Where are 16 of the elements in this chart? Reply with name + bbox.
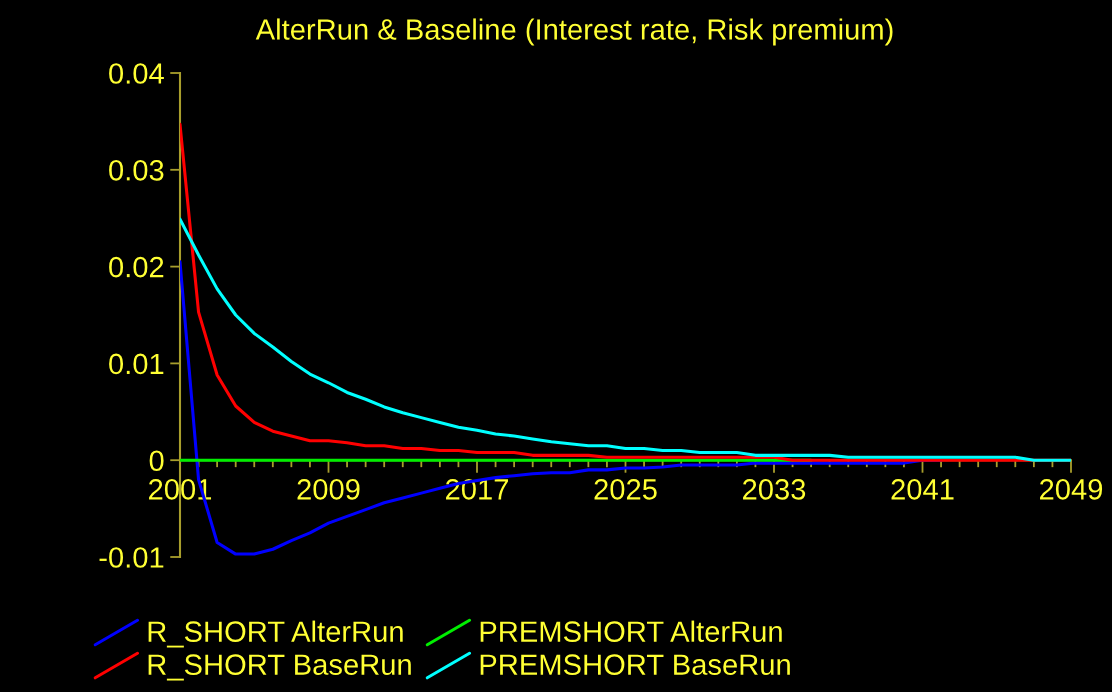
x-tick-label: 2041 xyxy=(891,479,954,500)
legend-label: PREMSHORT AlterRun xyxy=(480,620,782,642)
y-tick-label: 0.04 xyxy=(109,63,164,84)
x-tick-label: 2009 xyxy=(297,479,360,500)
legend-label: R_SHORT BaseRun xyxy=(148,654,411,681)
chart-title: AlterRun & Baseline (Interest rate, Risk premium) xyxy=(255,18,893,46)
x-tick-label: 2033 xyxy=(743,479,806,500)
x-tick-label: 2025 xyxy=(594,479,657,500)
y-tick-label: 0.01 xyxy=(109,353,164,375)
y-tick-label: 0.03 xyxy=(109,160,164,181)
legend-label: R_SHORT AlterRun xyxy=(148,620,403,648)
y-tick-label: 0.02 xyxy=(109,256,164,278)
y-tick-label: -0.01 xyxy=(99,547,164,568)
x-tick-label: 2049 xyxy=(1040,479,1103,500)
legend-label: PREMSHORT BaseRun xyxy=(480,654,790,676)
y-tick-label: 0 xyxy=(149,450,164,472)
